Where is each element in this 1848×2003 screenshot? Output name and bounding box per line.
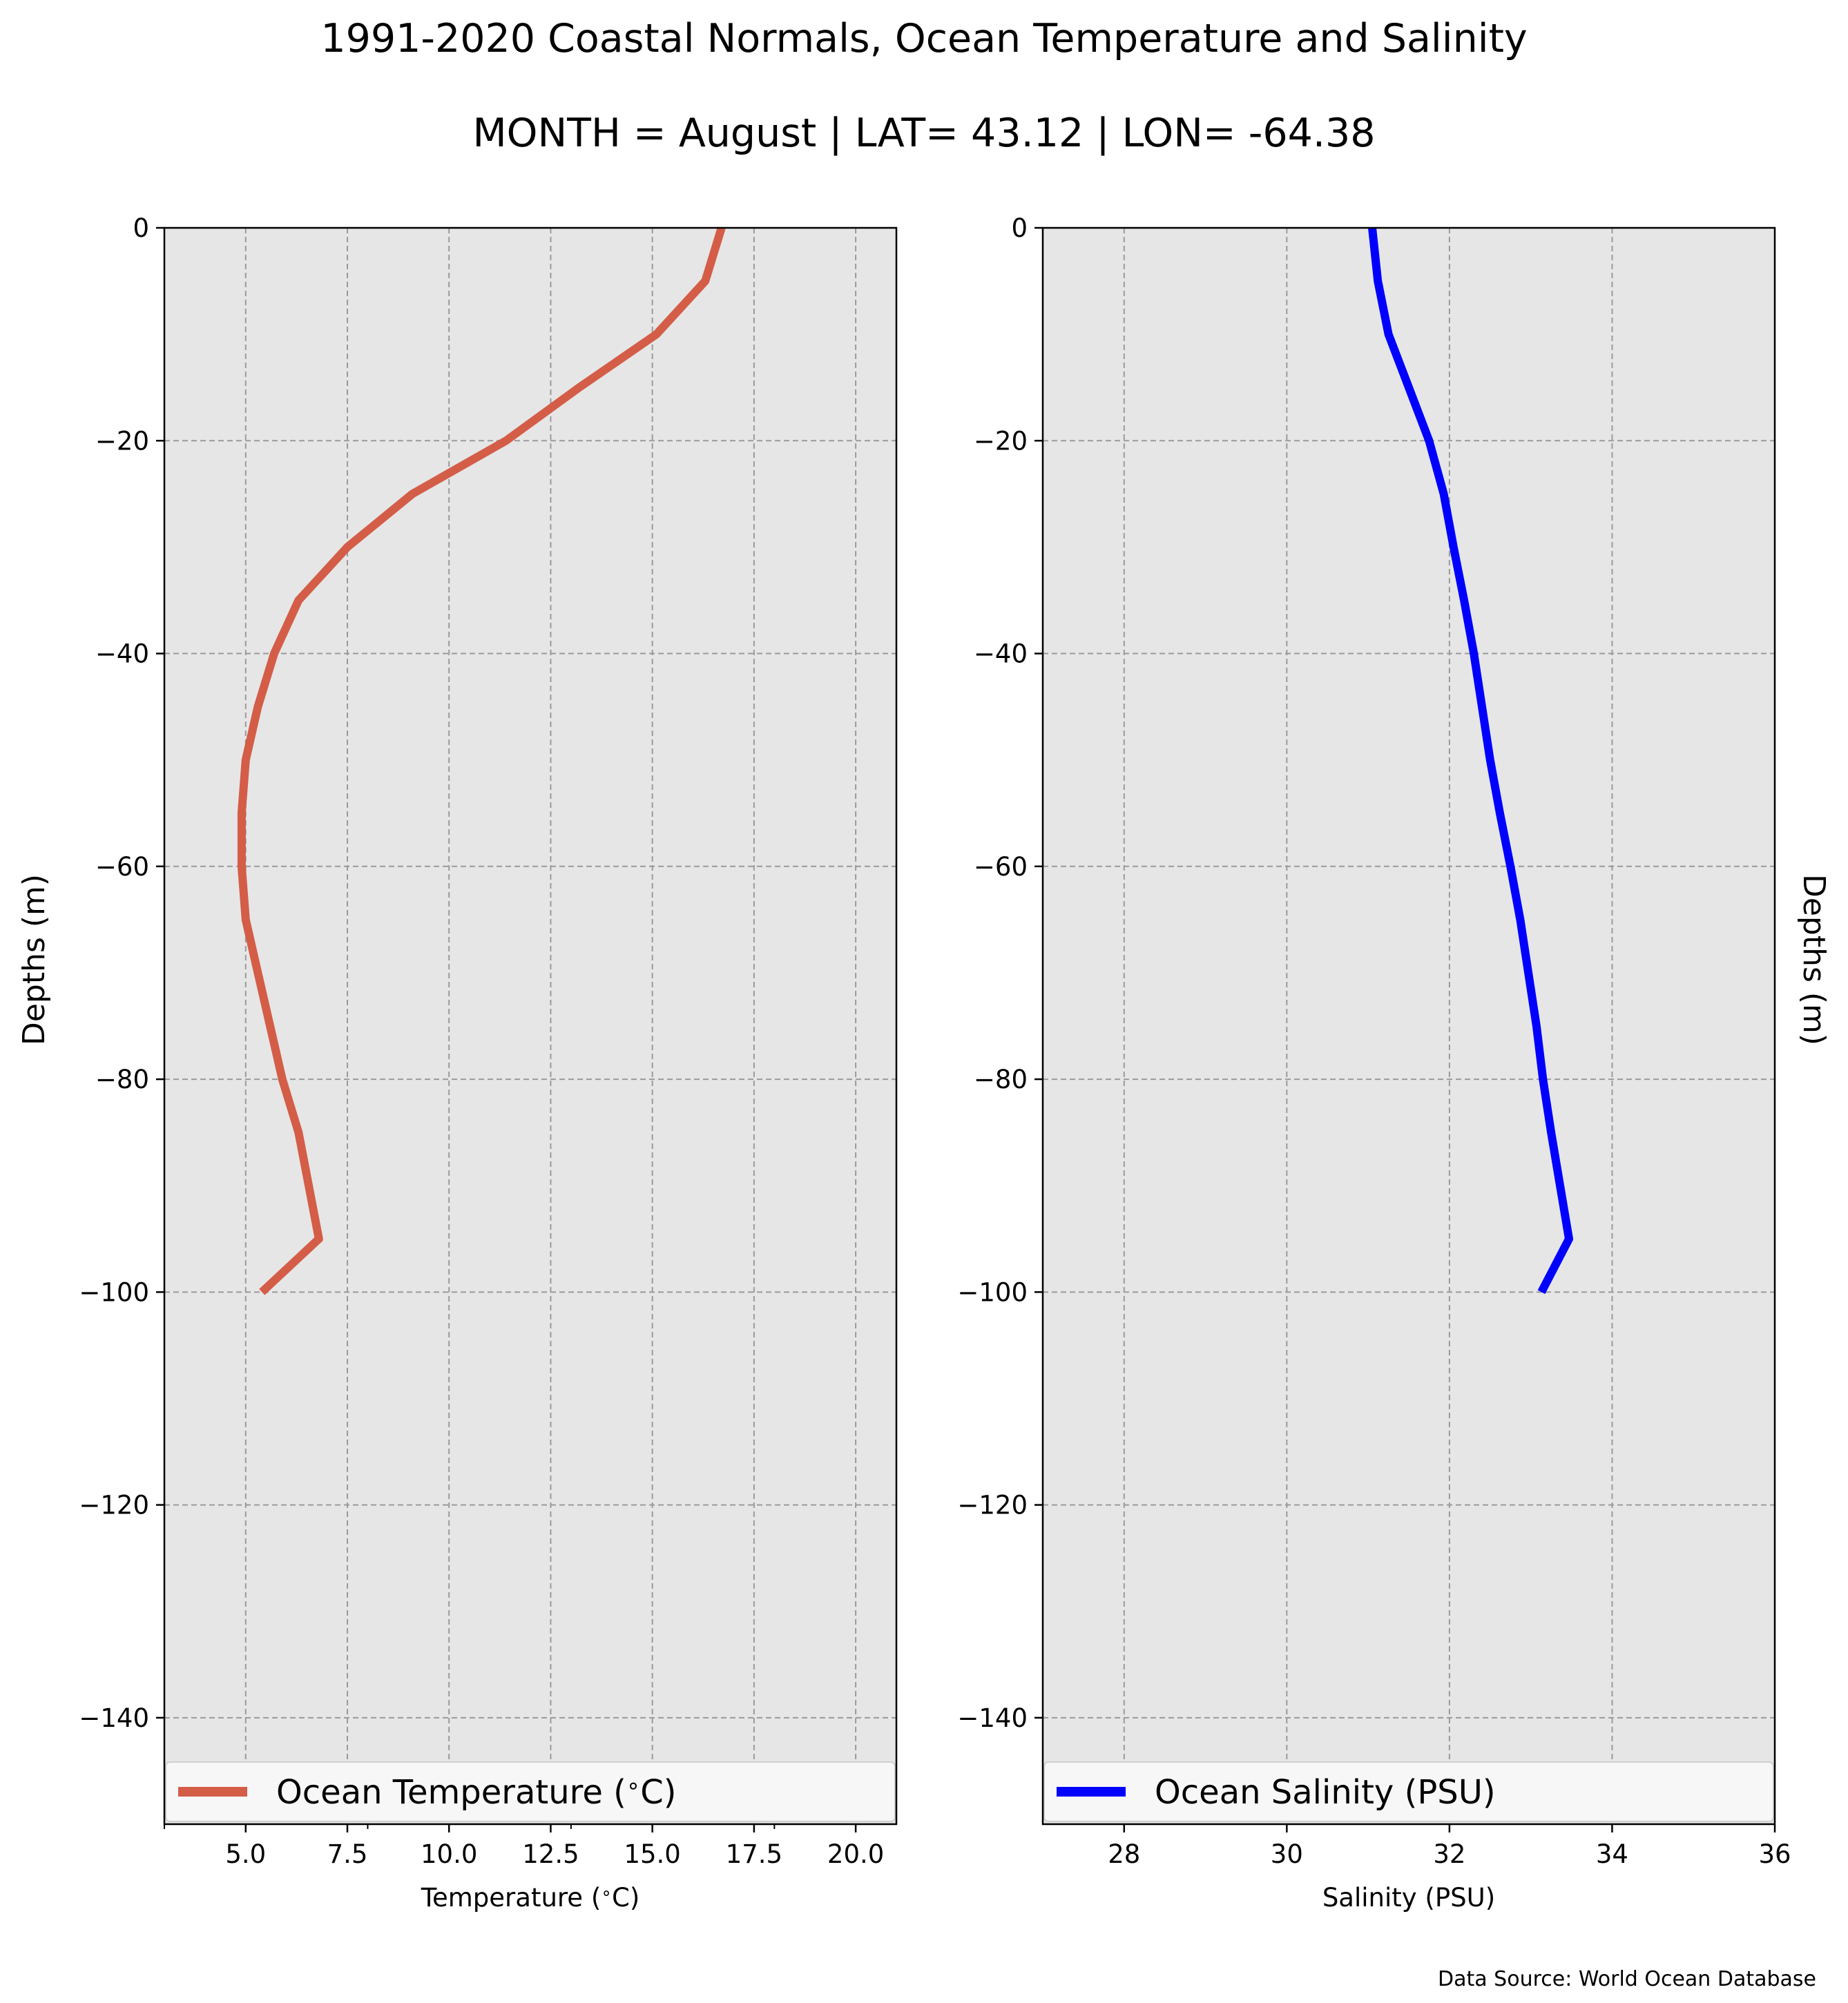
x-tick-label: 10.0 [421, 1839, 477, 1869]
plot-area [164, 228, 896, 1824]
x-tick-label: 17.5 [726, 1839, 782, 1869]
y-tick-label: −20 [974, 426, 1028, 456]
axes-frame [1041, 226, 1776, 1826]
series-line-salinity [1368, 227, 1573, 1295]
x-tick-label: 15.0 [624, 1839, 680, 1869]
series-line-temperature [237, 226, 726, 1295]
y-tick-label: −120 [79, 1491, 149, 1520]
x-tick-label: 20.0 [827, 1839, 884, 1869]
y-axis-label-right: Depths (m) [1796, 874, 1831, 1045]
salinity-panel: 28 30 32 34 36 0 −20 −40 −60 −80 −100 −120 −140 Ocean… [957, 213, 1791, 1913]
x-tick-label: 12.5 [522, 1839, 579, 1869]
data-source-note: Data Source: World Ocean Database [1438, 1967, 1816, 1991]
y-tick-label: −20 [95, 426, 149, 456]
legend-box [165, 1761, 896, 1822]
y-tick-label: 0 [1011, 213, 1028, 243]
x-axis-label: Temperature (∘C) [421, 1883, 640, 1913]
y-tick-label: −60 [95, 852, 149, 882]
temperature-panel: 5.0 7.5 10.0 12.5 15.0 17.5 20.0 0 −20 −40 −60 −80 −… [79, 213, 898, 1913]
legend-label: Ocean Temperature (∘C) [276, 1772, 677, 1812]
y-axis-label-left: Depths (m) [17, 874, 52, 1045]
x-tick-label: 32 [1433, 1839, 1465, 1869]
legend-label: Ocean Salinity (PSU) [1155, 1773, 1496, 1812]
y-tick-label: −120 [957, 1491, 1028, 1520]
chart-subtitle: MONTH = August | LAT= 43.12 | LON= -64.3… [472, 110, 1375, 156]
y-tick-label: −140 [957, 1703, 1028, 1733]
x-tick-label: 5.0 [225, 1839, 266, 1869]
y-tick-label: −80 [974, 1065, 1028, 1094]
y-tick-label: −60 [974, 852, 1028, 882]
plot-area [1043, 228, 1775, 1824]
legend-salinity: Ocean Salinity (PSU) [1043, 1761, 1774, 1822]
y-tick-label: −100 [79, 1277, 149, 1307]
x-tick-label: 7.5 [327, 1839, 368, 1869]
y-tick-label: −40 [95, 639, 149, 669]
y-tick-label: 0 [133, 213, 149, 243]
y-tick-label: −140 [79, 1703, 149, 1733]
x-tick-label: 34 [1596, 1839, 1628, 1869]
y-tick-label: −100 [957, 1277, 1028, 1307]
x-tick-label: 28 [1108, 1839, 1140, 1869]
x-axis-label: Salinity (PSU) [1322, 1883, 1495, 1913]
legend-box [1043, 1761, 1774, 1822]
legend-temperature: Ocean Temperature (∘C) [165, 1761, 896, 1822]
axes-frame [163, 226, 898, 1826]
y-tick-label: −80 [95, 1065, 149, 1094]
x-tick-label: 36 [1758, 1839, 1791, 1869]
y-tick-label: −40 [974, 639, 1028, 669]
x-tick-label: 30 [1271, 1839, 1303, 1869]
chart-title: 1991-2020 Coastal Normals, Ocean Tempera… [320, 16, 1527, 61]
